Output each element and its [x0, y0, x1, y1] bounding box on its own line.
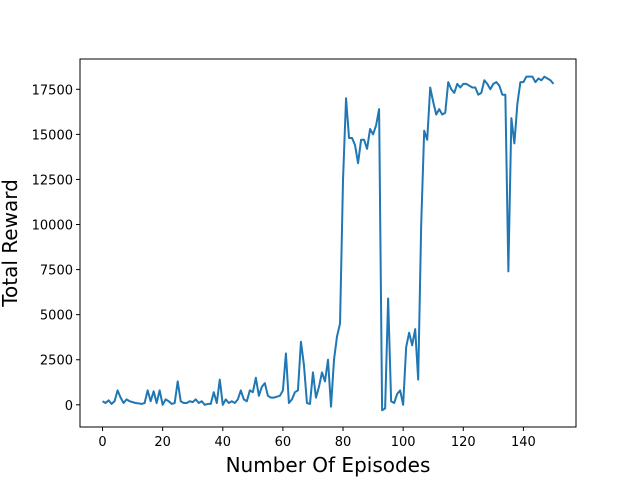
x-tick-label: 100: [391, 435, 416, 450]
y-tick-label: 0: [65, 399, 73, 414]
x-axis-label: Number Of Episodes: [226, 453, 431, 477]
y-tick-label: 15000: [32, 128, 73, 143]
line: [102, 75, 555, 412]
x-tick-label: 140: [511, 435, 536, 450]
x-tick-label: 120: [451, 435, 476, 450]
y-tick-label: 12500: [32, 173, 73, 188]
x-tick-label: 0: [98, 435, 106, 450]
x-tick-label: 80: [335, 435, 352, 450]
y-axis-label: Total Reward: [0, 179, 22, 308]
y-tick-label: 2500: [40, 354, 73, 369]
x-tick-label: 60: [275, 435, 292, 450]
x-tick-label: 20: [154, 435, 171, 450]
plot-frame: [79, 58, 577, 428]
y-tick-label: 17500: [32, 83, 73, 98]
x-tick-label: 40: [215, 435, 232, 450]
y-tick-label: 7500: [40, 264, 73, 279]
y-tick-label: 5000: [40, 309, 73, 324]
y-tick-label: 10000: [32, 219, 73, 234]
